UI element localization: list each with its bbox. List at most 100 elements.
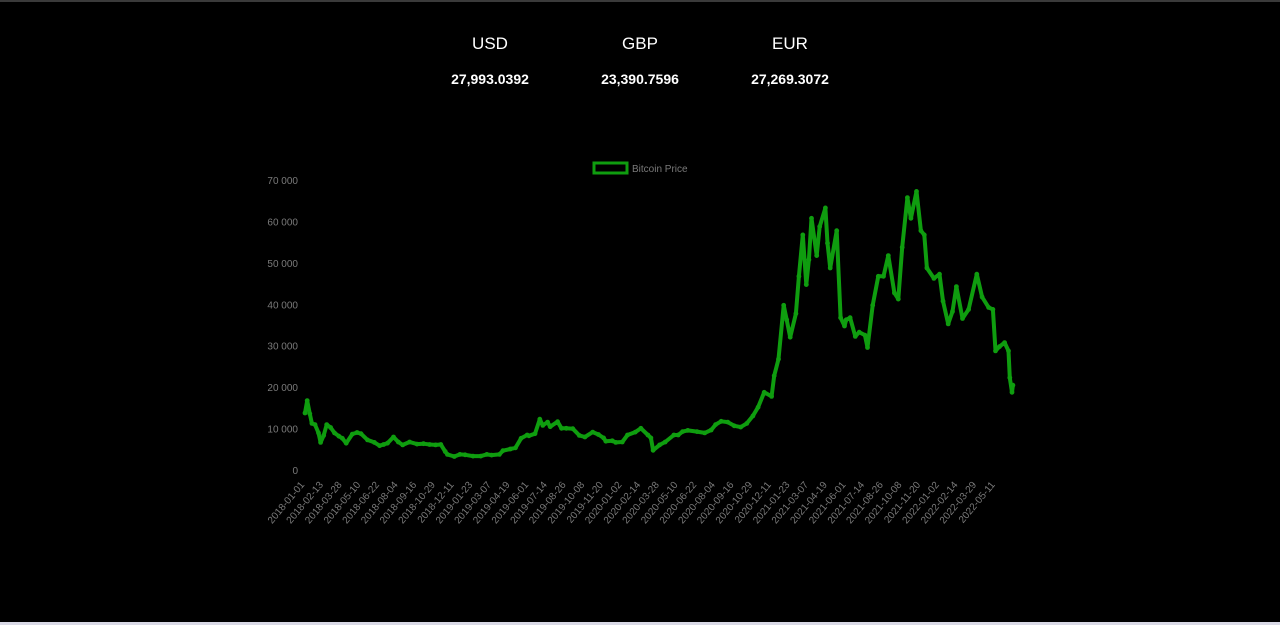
data-point	[960, 316, 965, 321]
y-tick-label: 30 000	[267, 342, 298, 353]
data-point	[407, 439, 412, 445]
currency-code-gbp: GBP	[622, 34, 658, 53]
data-point	[781, 302, 787, 308]
data-point	[842, 323, 847, 329]
rate-value-usd: 27,993.0392	[451, 71, 529, 87]
data-point	[318, 440, 323, 445]
data-point	[881, 273, 886, 279]
data-point	[427, 442, 432, 447]
series-line	[303, 189, 1015, 459]
data-point	[307, 411, 313, 417]
data-point	[302, 410, 308, 416]
data-point	[354, 430, 360, 435]
data-point	[559, 425, 564, 431]
data-point	[484, 452, 490, 457]
data-point	[500, 448, 506, 454]
data-point	[931, 276, 937, 281]
data-point	[843, 317, 849, 323]
data-point	[596, 432, 601, 437]
data-point	[827, 265, 833, 271]
data-point	[950, 309, 955, 314]
data-point	[937, 271, 942, 277]
data-point	[809, 215, 814, 221]
rate-value-gbp: 23,390.7596	[601, 71, 679, 87]
data-point	[738, 424, 744, 430]
bottom-divider	[0, 622, 1280, 625]
data-point	[718, 418, 724, 424]
data-point	[478, 453, 484, 459]
data-point	[694, 429, 700, 434]
data-point	[731, 423, 737, 429]
data-point	[421, 441, 426, 447]
y-tick-label: 70 000	[267, 176, 298, 187]
data-point	[645, 432, 651, 438]
data-point	[513, 445, 518, 451]
data-point	[895, 296, 901, 302]
data-point	[321, 433, 327, 438]
currency-code-eur: EUR	[772, 34, 808, 53]
y-tick-label: 0	[292, 466, 298, 477]
data-point	[993, 348, 998, 354]
data-point	[966, 307, 971, 312]
y-tick-label: 60 000	[267, 217, 298, 228]
data-point	[954, 284, 959, 289]
data-point	[332, 430, 337, 436]
data-point	[555, 419, 560, 425]
data-point	[470, 453, 476, 459]
data-point	[708, 427, 714, 433]
data-point	[1010, 382, 1016, 388]
data-point	[358, 431, 364, 437]
data-point	[806, 257, 812, 263]
rate-value-eur: 27,269.3072	[751, 71, 829, 87]
data-point	[372, 440, 377, 445]
price-gbp: GBP 23,390.7596	[560, 34, 720, 88]
data-point	[761, 389, 767, 395]
data-point	[675, 432, 681, 438]
data-point	[744, 421, 750, 426]
data-point	[838, 315, 843, 321]
data-point	[518, 435, 524, 441]
data-point	[924, 265, 930, 271]
data-point	[776, 356, 781, 362]
data-point	[451, 454, 457, 459]
data-point	[979, 294, 985, 300]
data-point	[990, 307, 996, 312]
data-point	[563, 425, 569, 431]
data-point	[537, 416, 543, 422]
data-point	[852, 334, 858, 339]
data-point	[834, 228, 840, 234]
data-point	[526, 433, 532, 439]
price-usd: USD 27,993.0392	[410, 34, 570, 88]
data-point	[343, 440, 349, 446]
data-point	[662, 439, 668, 445]
data-point	[316, 430, 321, 436]
data-point	[391, 434, 396, 440]
data-point	[671, 432, 677, 438]
data-point	[328, 425, 333, 430]
data-point	[803, 282, 809, 287]
data-point	[462, 452, 468, 458]
data-point	[914, 189, 919, 194]
data-point	[870, 302, 876, 308]
data-point	[304, 398, 310, 403]
data-point	[750, 413, 756, 419]
data-point	[899, 244, 905, 250]
data-point	[1006, 348, 1011, 354]
data-point	[381, 442, 386, 447]
data-point	[445, 452, 450, 457]
y-tick-label: 10 000	[267, 425, 298, 436]
data-point	[875, 273, 881, 279]
data-point	[613, 440, 619, 445]
data-point	[385, 440, 390, 446]
data-point	[457, 452, 463, 457]
data-point	[997, 344, 1002, 350]
data-point	[590, 429, 596, 435]
data-point	[349, 431, 355, 437]
data-point	[793, 311, 799, 316]
data-point	[974, 271, 980, 277]
data-point	[921, 232, 927, 238]
data-point	[576, 433, 582, 438]
data-point	[339, 435, 345, 441]
data-point	[940, 298, 946, 304]
